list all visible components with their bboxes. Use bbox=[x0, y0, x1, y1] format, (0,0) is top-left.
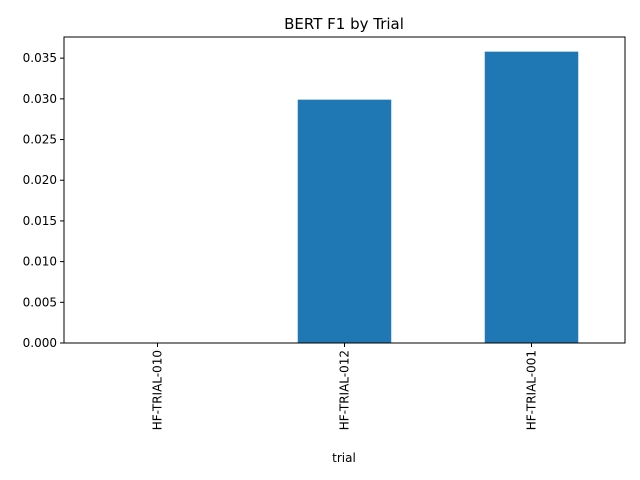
y-tick-label: 0.035 bbox=[23, 51, 57, 65]
x-axis-label: trial bbox=[332, 451, 356, 465]
y-tick-label: 0.005 bbox=[23, 295, 57, 309]
y-axis: 0.000 0.005 0.010 0.015 0.020 0.025 0.030 0.035 bbox=[23, 51, 64, 350]
bars-group bbox=[297, 51, 579, 344]
y-tick-label: 0.010 bbox=[23, 255, 57, 269]
bar-hf-trial-001 bbox=[484, 51, 579, 344]
y-tick-label: 0.015 bbox=[23, 214, 57, 228]
y-tick-label: 0.000 bbox=[23, 336, 57, 350]
x-tick-label: HF-TRIAL-001 bbox=[525, 350, 539, 430]
x-tick-label: HF-TRIAL-010 bbox=[151, 350, 165, 430]
y-tick-label: 0.020 bbox=[23, 173, 57, 187]
y-tick-label: 0.030 bbox=[23, 92, 57, 106]
x-axis: HF-TRIAL-010 HF-TRIAL-012 HF-TRIAL-001 bbox=[151, 343, 539, 430]
bar-hf-trial-012 bbox=[297, 99, 392, 343]
plot-frame bbox=[63, 36, 626, 344]
chart-title: BERT F1 by Trial bbox=[284, 15, 404, 33]
y-tick-label: 0.025 bbox=[23, 133, 57, 147]
x-tick-label: HF-TRIAL-012 bbox=[338, 350, 352, 430]
